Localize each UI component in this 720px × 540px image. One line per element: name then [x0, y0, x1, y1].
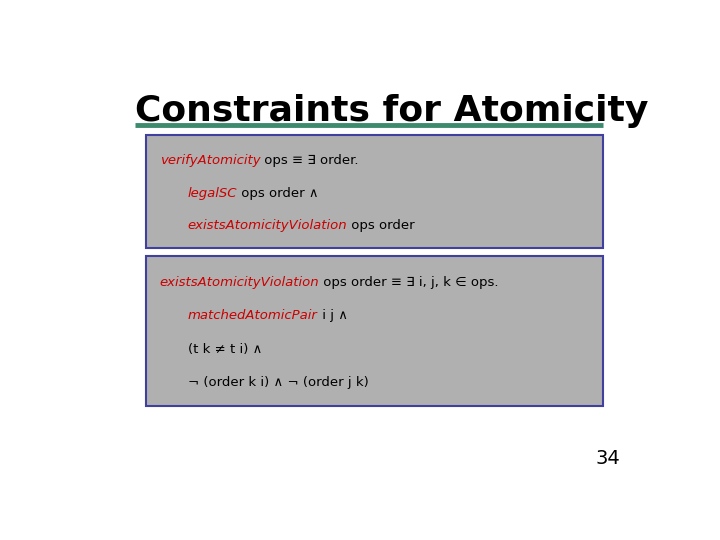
Text: ops order: ops order: [347, 219, 415, 232]
Text: 34: 34: [595, 449, 620, 468]
Text: ops ≡ ∃ order.: ops ≡ ∃ order.: [261, 154, 359, 167]
Text: (t k ≠ t i) ∧: (t k ≠ t i) ∧: [188, 343, 262, 356]
Text: matchedAtomicPair: matchedAtomicPair: [188, 309, 318, 322]
Text: ops order ≡ ∃ i, j, k ∈ ops.: ops order ≡ ∃ i, j, k ∈ ops.: [320, 275, 499, 288]
Text: ¬ (order k i) ∧ ¬ (order j k): ¬ (order k i) ∧ ¬ (order j k): [188, 376, 369, 389]
FancyBboxPatch shape: [145, 256, 603, 406]
Text: existsAtomicityViolation: existsAtomicityViolation: [160, 275, 320, 288]
Text: legalSC: legalSC: [188, 187, 237, 200]
FancyBboxPatch shape: [145, 136, 603, 248]
Text: i j ∧: i j ∧: [318, 309, 348, 322]
Text: ops order ∧: ops order ∧: [237, 187, 319, 200]
Text: verifyAtomicity: verifyAtomicity: [160, 154, 261, 167]
Text: Constraints for Atomicity: Constraints for Atomicity: [135, 94, 648, 128]
Text: existsAtomicityViolation: existsAtomicityViolation: [188, 219, 347, 232]
